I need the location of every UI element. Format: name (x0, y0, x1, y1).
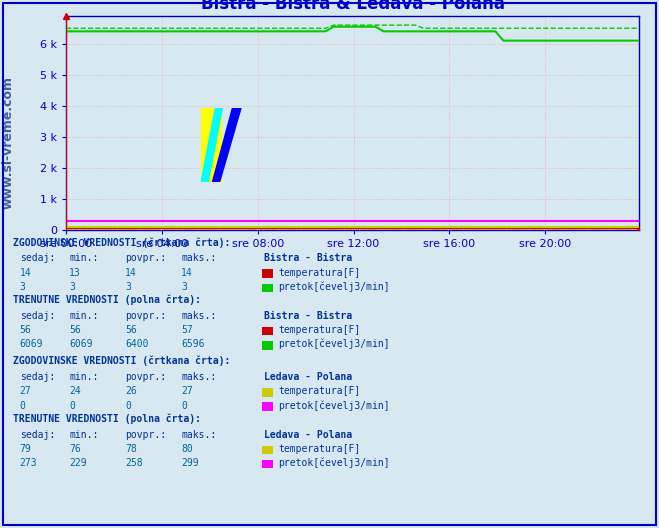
Title: Bistra - Bistra & Ledava - Polana: Bistra - Bistra & Ledava - Polana (200, 0, 505, 13)
Text: www.si-vreme.com: www.si-vreme.com (1, 76, 14, 209)
Polygon shape (201, 108, 223, 182)
Text: maks.:: maks.: (181, 430, 216, 440)
Bar (201, 108, 221, 182)
Text: 27: 27 (20, 386, 32, 397)
Text: min.:: min.: (69, 253, 99, 263)
Text: maks.:: maks.: (181, 311, 216, 321)
Text: 78: 78 (125, 444, 137, 454)
Text: maks.:: maks.: (181, 372, 216, 382)
Text: 6596: 6596 (181, 340, 205, 350)
Text: pretok[čevelj3/min]: pretok[čevelj3/min] (278, 281, 389, 292)
Text: 0: 0 (20, 401, 26, 411)
Text: povpr.:: povpr.: (125, 253, 166, 263)
Text: sedaj:: sedaj: (20, 372, 55, 382)
Text: 3: 3 (181, 282, 187, 292)
Text: 6069: 6069 (69, 340, 93, 350)
Text: maks.:: maks.: (181, 253, 216, 263)
Text: sedaj:: sedaj: (20, 253, 55, 263)
Text: min.:: min.: (69, 311, 99, 321)
Text: temperatura[F]: temperatura[F] (278, 325, 360, 335)
Text: 76: 76 (69, 444, 81, 454)
Text: 26: 26 (125, 386, 137, 397)
Text: 6069: 6069 (20, 340, 43, 350)
Text: Ledava - Polana: Ledava - Polana (264, 430, 352, 440)
Text: 0: 0 (69, 401, 75, 411)
Text: 14: 14 (125, 268, 137, 278)
Polygon shape (212, 108, 241, 182)
Text: min.:: min.: (69, 372, 99, 382)
Text: 56: 56 (125, 325, 137, 335)
Text: Ledava - Polana: Ledava - Polana (264, 372, 352, 382)
Text: sedaj:: sedaj: (20, 430, 55, 440)
Text: 14: 14 (181, 268, 193, 278)
Text: pretok[čevelj3/min]: pretok[čevelj3/min] (278, 339, 389, 350)
Text: TRENUTNE VREDNOSTI (polna črta):: TRENUTNE VREDNOSTI (polna črta): (13, 295, 201, 305)
Text: 3: 3 (69, 282, 75, 292)
Text: 57: 57 (181, 325, 193, 335)
Text: 258: 258 (125, 458, 143, 468)
Text: TRENUTNE VREDNOSTI (polna črta):: TRENUTNE VREDNOSTI (polna črta): (13, 413, 201, 424)
Text: temperatura[F]: temperatura[F] (278, 386, 360, 397)
Text: povpr.:: povpr.: (125, 430, 166, 440)
Text: 13: 13 (69, 268, 81, 278)
Text: min.:: min.: (69, 430, 99, 440)
Text: 79: 79 (20, 444, 32, 454)
Text: 0: 0 (181, 401, 187, 411)
Text: sedaj:: sedaj: (20, 311, 55, 321)
Text: 3: 3 (20, 282, 26, 292)
Text: 56: 56 (69, 325, 81, 335)
Text: 27: 27 (181, 386, 193, 397)
Text: 229: 229 (69, 458, 87, 468)
Text: pretok[čevelj3/min]: pretok[čevelj3/min] (278, 400, 389, 411)
Text: povpr.:: povpr.: (125, 311, 166, 321)
Text: Bistra - Bistra: Bistra - Bistra (264, 253, 352, 263)
Text: 3: 3 (125, 282, 131, 292)
Text: 24: 24 (69, 386, 81, 397)
Text: 56: 56 (20, 325, 32, 335)
Text: ZGODOVINSKE VREDNOSTI (črtkana črta):: ZGODOVINSKE VREDNOSTI (črtkana črta): (13, 356, 231, 366)
Text: temperatura[F]: temperatura[F] (278, 444, 360, 454)
Text: 6400: 6400 (125, 340, 149, 350)
Text: Bistra - Bistra: Bistra - Bistra (264, 311, 352, 321)
Text: 14: 14 (20, 268, 32, 278)
Text: pretok[čevelj3/min]: pretok[čevelj3/min] (278, 458, 389, 468)
Text: 273: 273 (20, 458, 38, 468)
Text: ZGODOVINSKE VREDNOSTI (črtkana črta):: ZGODOVINSKE VREDNOSTI (črtkana črta): (13, 237, 231, 248)
Text: 299: 299 (181, 458, 199, 468)
Text: povpr.:: povpr.: (125, 372, 166, 382)
Text: temperatura[F]: temperatura[F] (278, 268, 360, 278)
Text: 80: 80 (181, 444, 193, 454)
Text: 0: 0 (125, 401, 131, 411)
